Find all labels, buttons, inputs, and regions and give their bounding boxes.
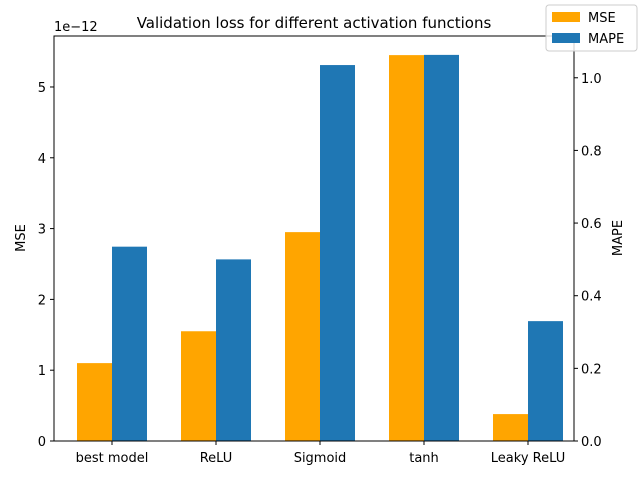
plot-frame [53, 35, 575, 442]
bar-mape [320, 65, 355, 442]
bar-mape [528, 321, 563, 441]
legend-swatch-mape [552, 33, 580, 43]
x-tick-label: ReLU [200, 451, 233, 466]
left-y-tick-label: 4 [38, 152, 46, 167]
bar-mse [389, 55, 424, 442]
x-tick-label: Sigmoid [294, 451, 347, 466]
left-axis-label: MSE [14, 224, 29, 252]
left-y-axis: 0 1 2 3 4 5 [38, 81, 54, 450]
x-tick-label: best model [76, 451, 149, 466]
bar-mse [285, 232, 320, 441]
bar-mape [424, 54, 459, 442]
left-y-tick-label: 0 [38, 435, 46, 450]
right-y-axis: 0.0 0.2 0.4 0.6 0.8 1.0 [574, 72, 602, 450]
bars-layer [77, 54, 563, 442]
right-y-tick-label: 0.2 [581, 362, 602, 377]
legend-swatch-mse [552, 12, 580, 22]
bar-mse [77, 363, 112, 441]
left-axis-offset-text: 1e−12 [54, 20, 98, 35]
right-y-tick-label: 1.0 [581, 72, 602, 87]
left-y-tick-label: 5 [38, 81, 46, 96]
right-y-tick-label: 0.0 [581, 435, 602, 450]
right-y-tick-label: 0.6 [581, 217, 602, 232]
right-y-tick-label: 0.4 [581, 290, 602, 305]
right-y-tick-label: 0.8 [581, 144, 602, 159]
chart-title: Validation loss for different activation… [137, 14, 492, 32]
bar-mse [181, 331, 216, 441]
bar-mape [216, 259, 251, 441]
x-tick-label: tanh [409, 451, 439, 466]
left-y-tick-label: 2 [38, 293, 46, 308]
x-tick-label: Leaky ReLU [491, 451, 565, 466]
legend: MSE MAPE [545, 4, 638, 52]
left-y-tick-label: 3 [38, 223, 46, 238]
legend-label-mape: MAPE [588, 32, 624, 47]
axes-layer [53, 35, 575, 442]
bar-mape [112, 246, 147, 441]
legend-label-mse: MSE [588, 11, 616, 26]
x-axis: best model ReLU Sigmoid tanh Leaky ReLU [76, 441, 565, 466]
right-axis-label: MAPE [611, 220, 626, 256]
bar-mse [493, 414, 528, 441]
left-y-tick-label: 1 [38, 364, 46, 379]
